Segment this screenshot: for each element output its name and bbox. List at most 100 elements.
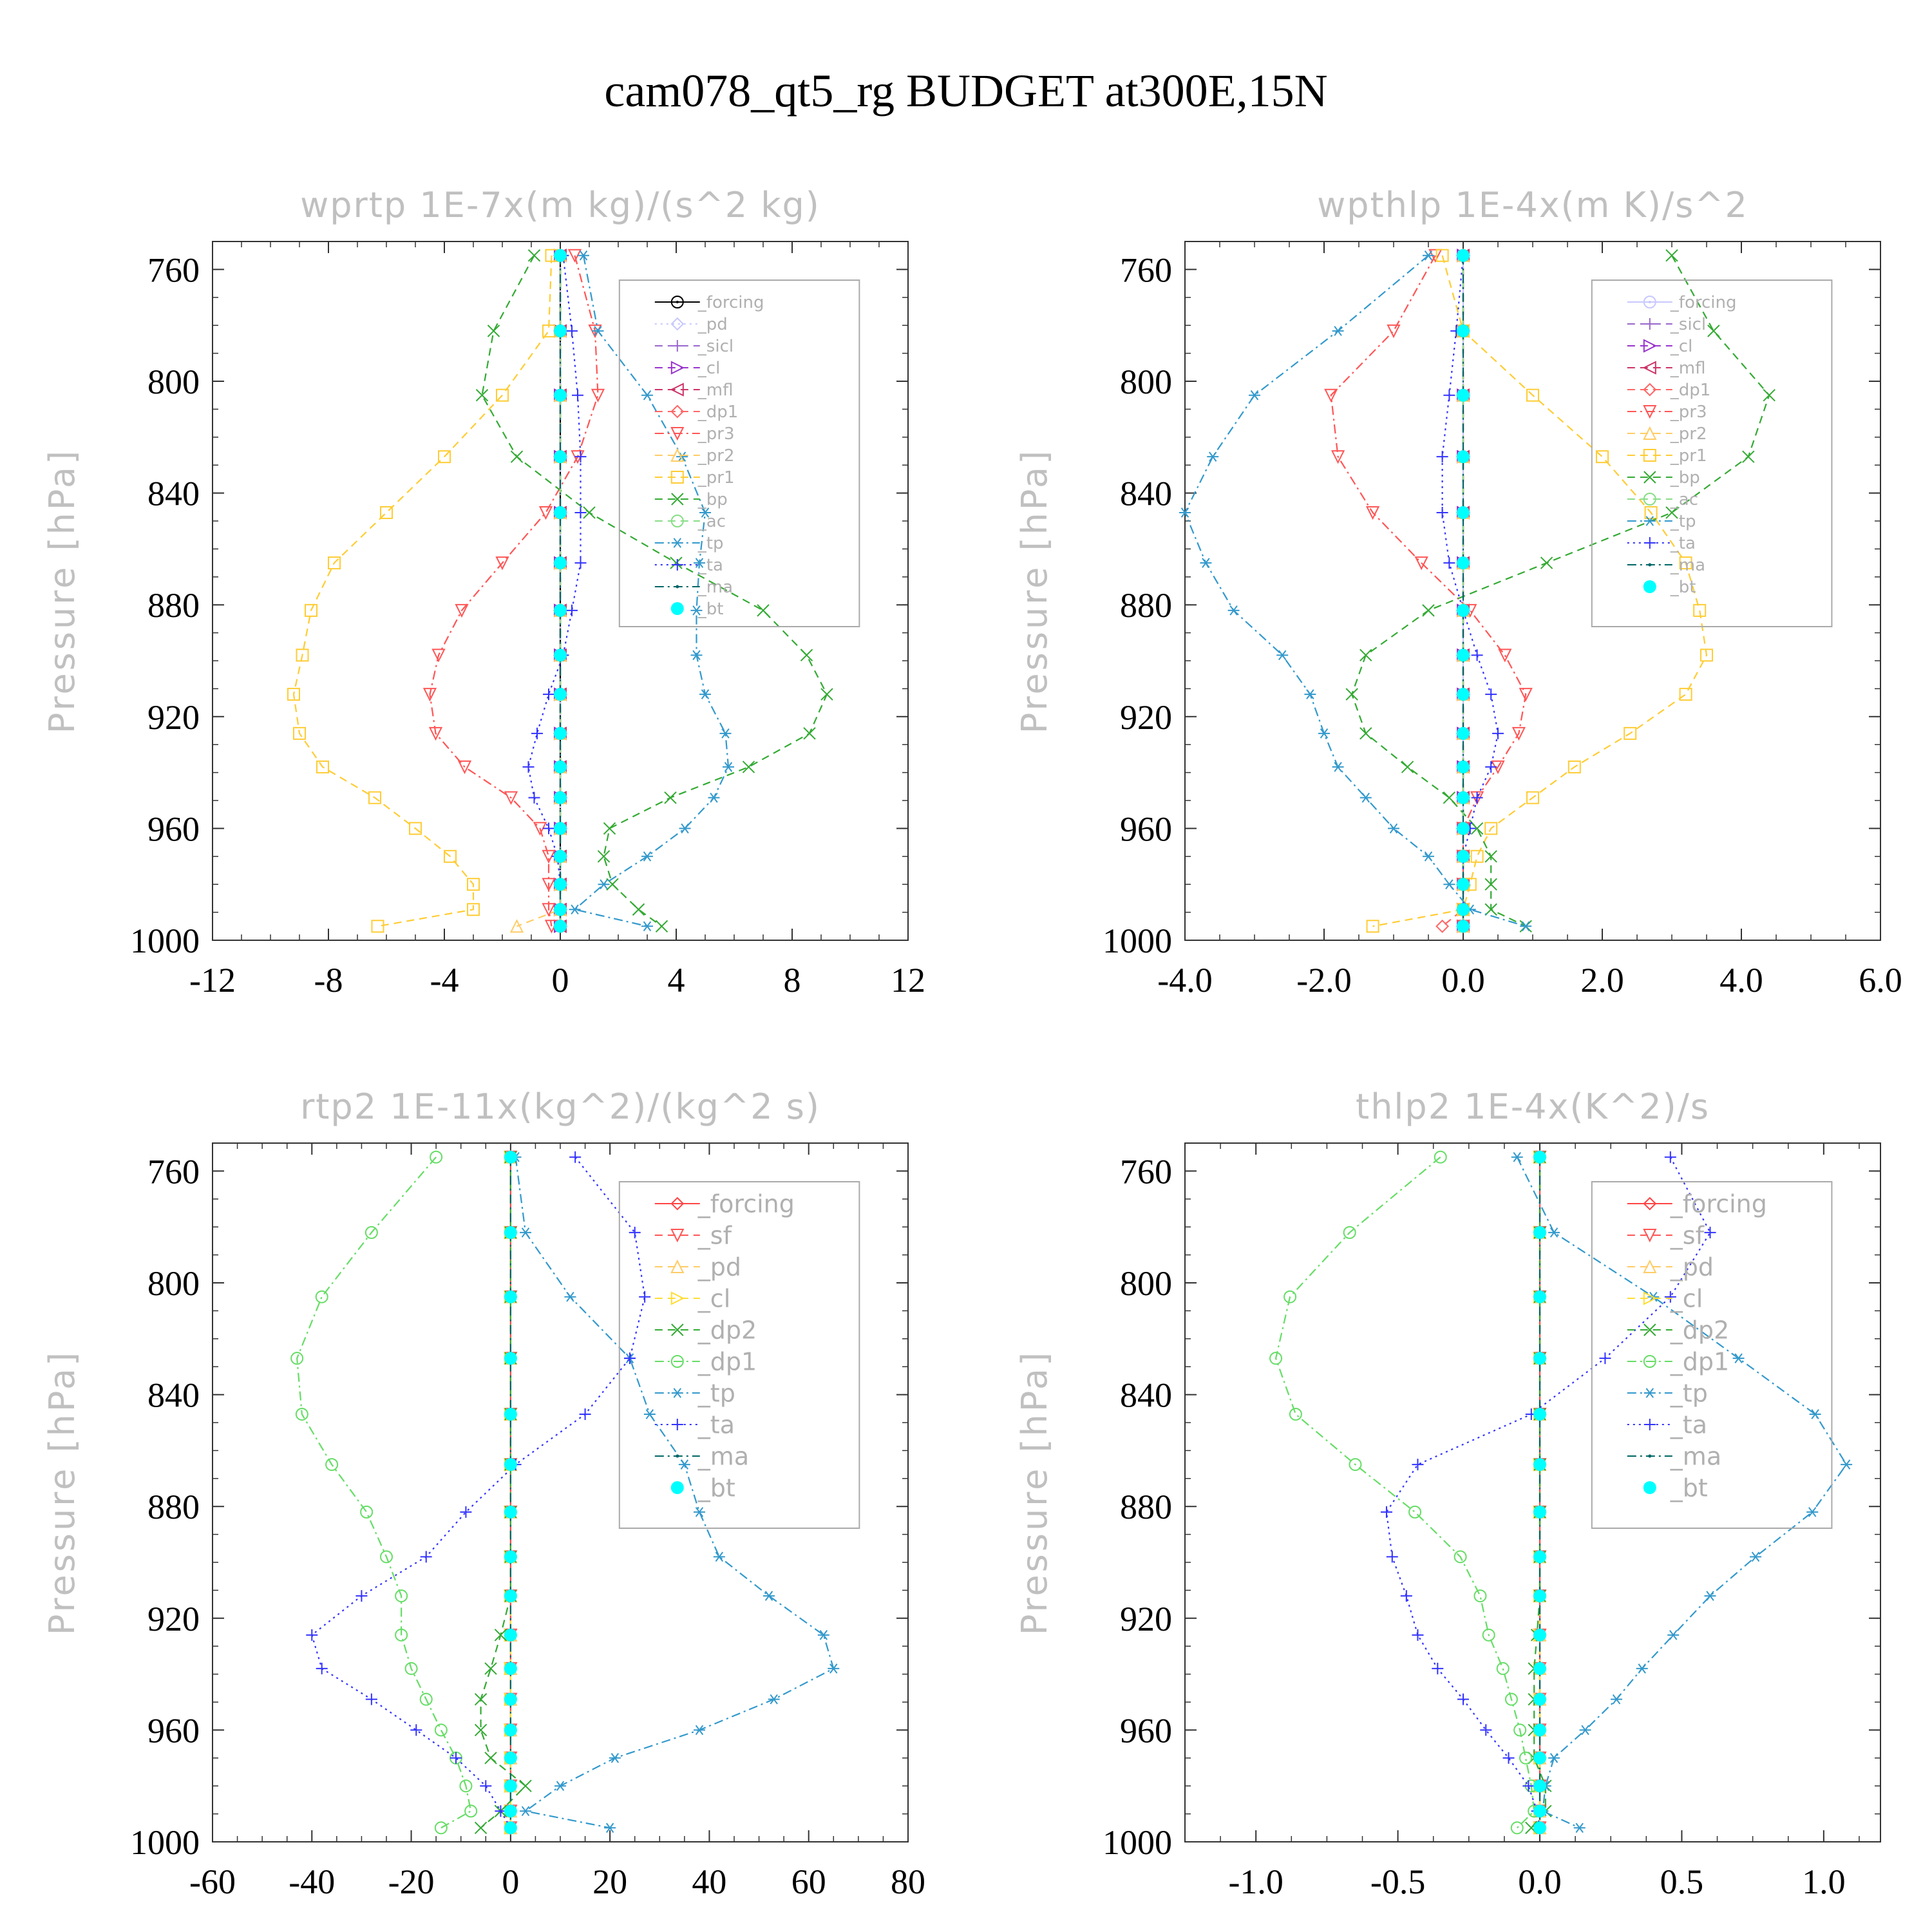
data-point [1533,1723,1547,1737]
chart-panel-3: rtp2 1E-11x(kg^2)/(kg^2 s) Pressure [hPa]… [42,1086,925,1901]
data-point [554,649,567,662]
legend-item: _dp1 [1627,1347,1729,1376]
data-point [708,792,720,803]
legend: _forcing _pd _sicl _cl _mfl _dp1_pr3_pr2_pr1 _… [618,279,860,627]
data-point [1742,450,1755,463]
data-point [1443,791,1456,804]
legend-marker [1648,1454,1652,1458]
legend-label: _ac [697,512,726,531]
y-tick-label: 1000 [130,922,200,960]
data-point [531,727,543,739]
chart-panel-4: thlp2 1E-4x(K^2)/s Pressure [hPa] -1.0 -0.5… [1014,1086,1881,1901]
data-point [1345,688,1358,701]
data-point [419,1692,433,1706]
x-tick-label: -4.0 [1157,961,1212,999]
x-tick-label: 0 [502,1862,519,1901]
legend-box [1591,1181,1833,1529]
legend-marker [1643,426,1657,440]
legend-label: _dp2 [697,1316,757,1344]
legend-item: _pr1 [654,468,735,488]
data-point [305,603,317,617]
data-point [566,604,578,616]
legend-item: _pd [1627,1253,1714,1281]
series-line [527,255,582,927]
data-point [1492,727,1504,739]
x-tick-label: -2.0 [1296,961,1351,999]
data-point [1599,1352,1611,1365]
legend-marker [1643,471,1656,484]
legend-label: _pd [697,1253,741,1281]
legend-label: _sicl [1670,315,1706,334]
x-tick-label: -20 [388,1862,435,1901]
data-point [1436,506,1448,518]
legend-label: _pr1 [1670,446,1707,466]
data-point [1482,1628,1495,1642]
legend-marker [1643,296,1656,308]
data-point [527,249,541,262]
series-tp [569,250,734,932]
legend-marker [671,1388,683,1398]
legend-marker [670,448,685,462]
data-point [554,878,567,891]
data-point [597,850,611,863]
legend-item: _mfl [654,381,734,400]
data-point [1679,688,1692,701]
legend-item: _ac [1627,490,1698,509]
data-point [316,1662,328,1674]
data-point [519,1779,532,1792]
legend-marker [670,1291,685,1305]
data-point [380,506,393,519]
data-point [629,1226,641,1238]
x-tick-label: 12 [891,961,925,999]
legend-label: _pr3 [697,424,735,444]
data-point [1386,1551,1398,1563]
x-tick-label: 0 [552,961,569,999]
data-point [1573,1823,1586,1833]
legend-item: _ma [654,1442,749,1470]
legend-label: _cl [697,359,721,378]
data-point [459,1779,473,1793]
data-point [1432,1662,1444,1674]
series-pr3 [422,249,605,934]
data-point [1423,250,1434,261]
data-point [1359,649,1372,662]
legend-label: _bt [697,600,724,619]
data-point [574,506,587,518]
legend-item: _sicl [654,337,734,356]
y-tick-label: 760 [147,251,200,289]
data-point [520,1806,531,1817]
data-point [1533,1150,1547,1164]
data-point [542,878,556,892]
data-point [641,851,653,862]
data-point [1276,650,1289,661]
data-point [480,1780,492,1792]
legend-marker [1643,449,1656,462]
legend-label: _ta [697,556,723,575]
data-point [1408,1505,1422,1519]
y-tick-label: 960 [1120,1711,1172,1750]
legend-label: _mfl [697,381,734,400]
legend-marker [1643,1229,1657,1243]
data-point [504,791,518,805]
data-point [1519,688,1533,702]
legend-marker [1643,1388,1656,1398]
data-point [293,726,306,740]
legend-marker [671,538,683,548]
legend-label: _ta [1670,1410,1707,1439]
data-point [583,506,596,519]
y-tick-label: 960 [1120,810,1172,848]
data-point [428,726,443,741]
data-point [1400,1590,1412,1602]
data-point [487,325,500,337]
data-point [574,451,587,463]
series-line [429,255,599,927]
data-point [504,1589,517,1603]
legend: _forcing _sf _pd _cl _dp2 _dp1 _tp _ta _ma _bt [1591,1181,1833,1529]
legend-item: _ta [654,556,723,575]
legend-item: _dp2 [1627,1316,1729,1344]
legend-label: _bp [697,490,728,509]
data-point [1359,727,1372,740]
data-point [578,250,589,261]
data-point [554,726,567,740]
data-point [670,556,683,569]
